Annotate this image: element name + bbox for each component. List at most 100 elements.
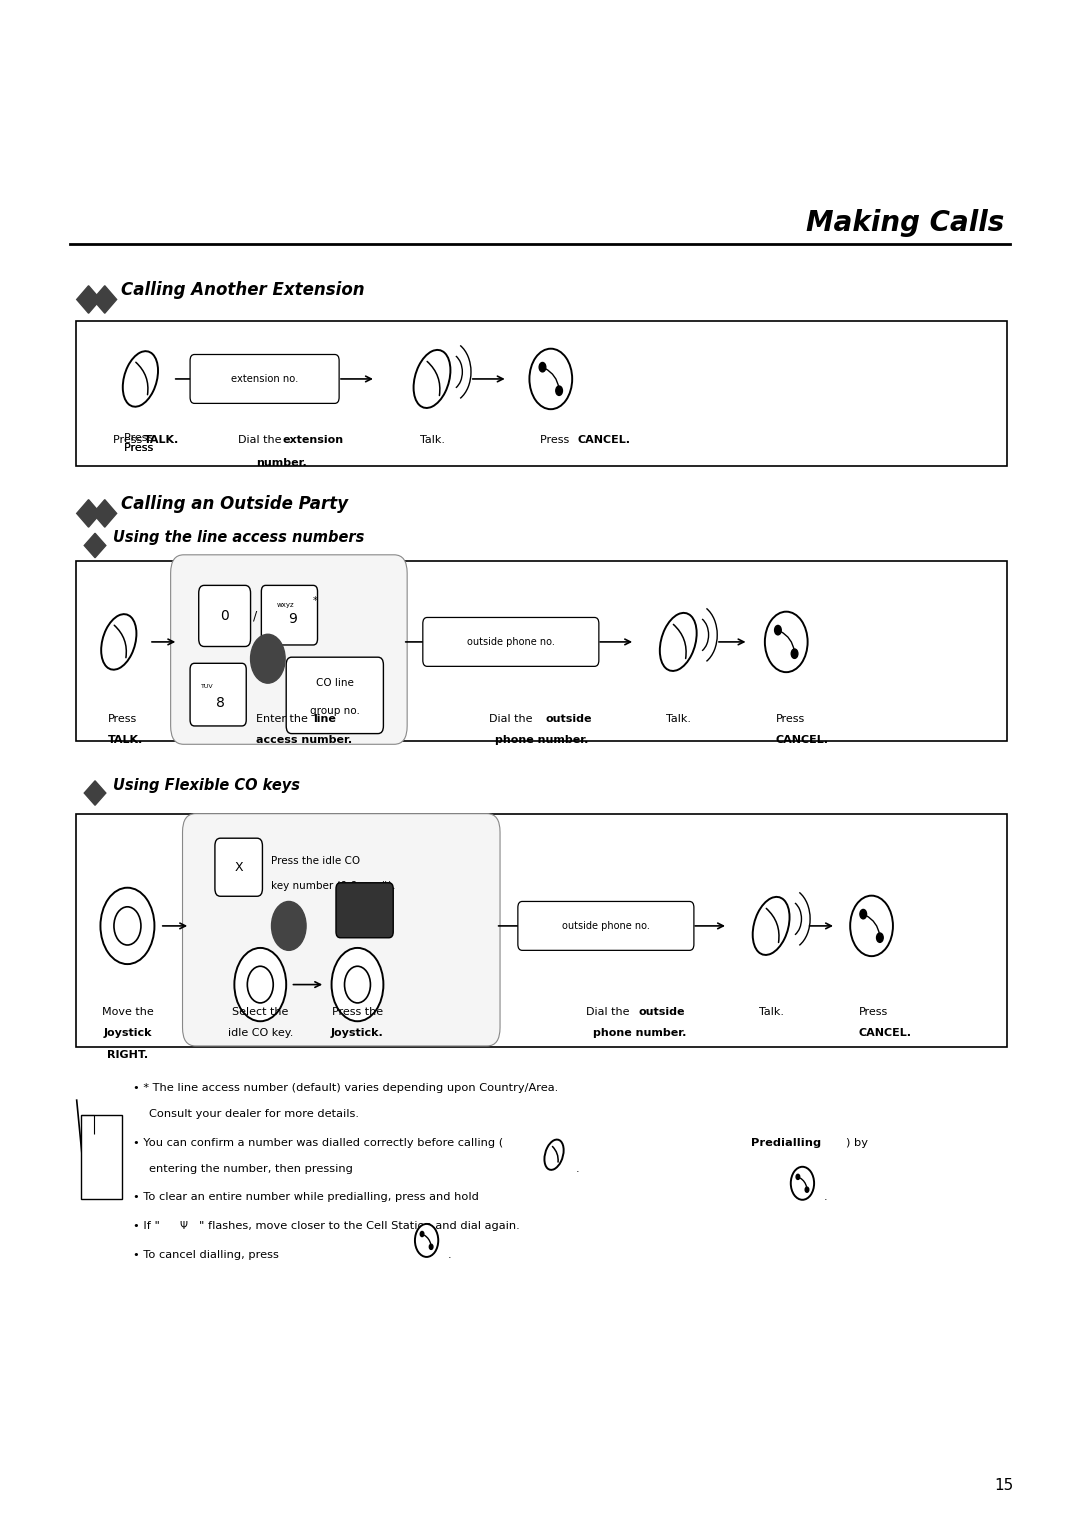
Text: Enter the: Enter the <box>256 714 312 724</box>
FancyBboxPatch shape <box>81 1115 122 1199</box>
Text: Press: Press <box>113 435 146 446</box>
Circle shape <box>247 966 273 1002</box>
Text: Press: Press <box>108 714 137 724</box>
Ellipse shape <box>753 897 789 955</box>
Polygon shape <box>93 286 117 313</box>
Text: Press: Press <box>775 714 805 724</box>
Ellipse shape <box>102 614 136 669</box>
Ellipse shape <box>850 895 893 957</box>
Bar <box>76 814 1007 1047</box>
Text: Move the: Move the <box>102 1007 153 1018</box>
Text: phone number.: phone number. <box>593 1028 686 1039</box>
Circle shape <box>100 888 154 964</box>
Text: X: X <box>234 860 243 874</box>
Bar <box>76 321 1007 466</box>
Text: • To clear an entire number while predialling, press and hold: • To clear an entire number while predia… <box>133 1192 478 1203</box>
FancyBboxPatch shape <box>215 839 262 897</box>
Text: Dial the: Dial the <box>586 1007 634 1018</box>
Text: CANCEL.: CANCEL. <box>775 735 828 746</box>
Polygon shape <box>84 781 106 805</box>
Text: CO line: CO line <box>315 678 354 688</box>
Circle shape <box>430 1244 433 1250</box>
Text: outside phone no.: outside phone no. <box>467 637 555 646</box>
Text: /: / <box>253 610 257 622</box>
Text: .: . <box>824 1192 827 1203</box>
Text: Consult your dealer for more details.: Consult your dealer for more details. <box>149 1109 359 1120</box>
Circle shape <box>860 909 866 918</box>
Circle shape <box>420 1232 423 1236</box>
Text: 8: 8 <box>216 697 225 711</box>
Circle shape <box>774 625 781 634</box>
Text: ) by: ) by <box>846 1138 867 1148</box>
Ellipse shape <box>529 348 572 410</box>
Ellipse shape <box>544 1140 564 1170</box>
Text: Calling Another Extension: Calling Another Extension <box>121 281 365 299</box>
Text: *: * <box>313 596 318 605</box>
Text: CANCEL.: CANCEL. <box>578 435 631 446</box>
Text: Press: Press <box>124 443 157 454</box>
Circle shape <box>796 1175 799 1180</box>
Text: Using the line access numbers: Using the line access numbers <box>113 530 365 545</box>
Text: Dial the: Dial the <box>238 435 285 446</box>
Text: " flashes, move closer to the Cell Station and dial again.: " flashes, move closer to the Cell Stati… <box>199 1221 519 1232</box>
Circle shape <box>877 934 883 943</box>
FancyBboxPatch shape <box>261 585 318 645</box>
Text: Press the: Press the <box>332 1007 383 1018</box>
Text: • You can confirm a number was dialled correctly before calling (: • You can confirm a number was dialled c… <box>133 1138 503 1148</box>
Text: outside phone no.: outside phone no. <box>562 921 650 931</box>
Text: Talk.: Talk. <box>419 435 445 446</box>
FancyBboxPatch shape <box>199 585 251 646</box>
Text: line: line <box>313 714 336 724</box>
Circle shape <box>806 1187 809 1192</box>
Text: outside: outside <box>545 714 592 724</box>
Text: wxyz: wxyz <box>276 602 294 608</box>
Circle shape <box>114 906 140 944</box>
Text: 15: 15 <box>995 1478 1014 1493</box>
Text: extension: extension <box>283 435 345 446</box>
Text: 0: 0 <box>220 610 229 623</box>
Circle shape <box>792 649 798 659</box>
FancyBboxPatch shape <box>518 902 694 950</box>
Text: TUV: TUV <box>201 683 214 689</box>
Circle shape <box>251 634 285 683</box>
Text: Joystick.: Joystick. <box>332 1028 383 1039</box>
Text: idle CO key.: idle CO key. <box>228 1028 293 1039</box>
Text: RIGHT.: RIGHT. <box>107 1050 148 1060</box>
Circle shape <box>345 966 370 1002</box>
Bar <box>76 561 1007 741</box>
Text: access number.: access number. <box>256 735 353 746</box>
FancyBboxPatch shape <box>183 814 500 1047</box>
FancyBboxPatch shape <box>171 555 407 744</box>
Text: number.: number. <box>256 458 307 469</box>
Ellipse shape <box>414 350 450 408</box>
Text: OR: OR <box>261 654 274 663</box>
Text: Press: Press <box>124 443 157 454</box>
FancyBboxPatch shape <box>422 617 598 666</box>
Text: TALK.: TALK. <box>108 735 144 746</box>
Polygon shape <box>77 500 100 527</box>
Text: group no.: group no. <box>310 706 360 715</box>
Text: • * The line access number (default) varies depending upon Country/Area.: • * The line access number (default) var… <box>133 1083 558 1094</box>
Ellipse shape <box>791 1167 814 1199</box>
Text: Joystick: Joystick <box>104 1028 151 1039</box>
Text: Using Flexible CO keys: Using Flexible CO keys <box>113 778 300 793</box>
Text: entering the number, then pressing: entering the number, then pressing <box>149 1164 353 1174</box>
Text: key number (0-9, ×, #).: key number (0-9, ×, #). <box>271 880 395 891</box>
Text: phone number.: phone number. <box>495 735 588 746</box>
Text: Press: Press <box>124 432 157 443</box>
Text: OR: OR <box>282 921 296 931</box>
Text: TALK.: TALK. <box>144 435 179 446</box>
Polygon shape <box>84 533 106 558</box>
Text: Ψ: Ψ <box>179 1221 187 1232</box>
FancyBboxPatch shape <box>190 663 246 726</box>
Circle shape <box>539 362 545 371</box>
Text: • If ": • If " <box>133 1221 160 1232</box>
Polygon shape <box>77 286 100 313</box>
Polygon shape <box>93 500 117 527</box>
Text: Press the idle CO: Press the idle CO <box>271 856 361 866</box>
FancyBboxPatch shape <box>336 883 393 938</box>
Text: .: . <box>448 1250 451 1259</box>
Circle shape <box>271 902 306 950</box>
Text: outside: outside <box>638 1007 685 1018</box>
Circle shape <box>556 387 563 396</box>
